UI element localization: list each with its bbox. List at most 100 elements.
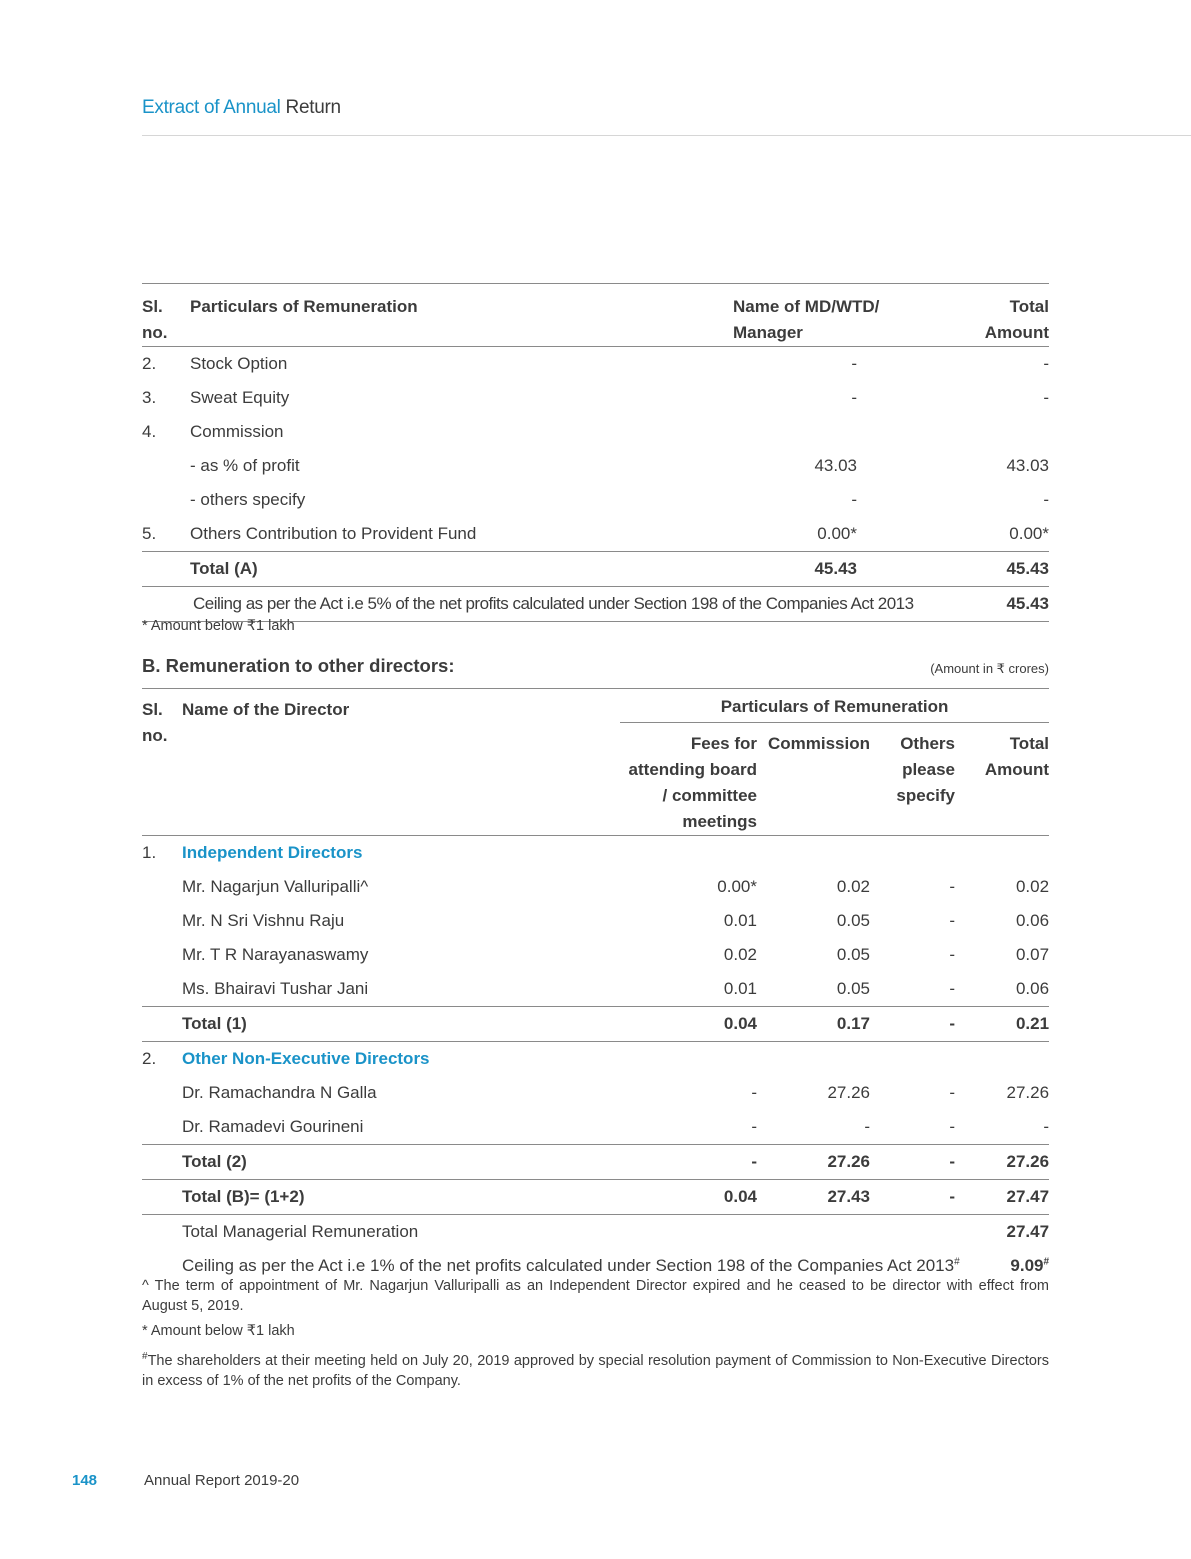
group-total-label: Total (2) [182, 1152, 247, 1171]
table-row: Mr. Nagarjun Valluripalli^ 0.00* 0.02 - 0.02 [142, 870, 1049, 904]
director-name: Mr. N Sri Vishnu Raju [182, 911, 345, 930]
table-row: Total Managerial Remuneration 27.47 [142, 1215, 1049, 1250]
total-cell: 0.06 [1015, 979, 1050, 998]
sl-cell [142, 449, 190, 483]
sl-cell: 1. [142, 843, 157, 862]
ceiling-amount: 9.09# [1010, 1256, 1050, 1275]
total-cell: 0.07 [1015, 945, 1050, 964]
others-cell: - [949, 1117, 955, 1136]
table-row: Total (B)= (1+2) 0.04 27.43 - 27.47 [142, 1180, 1050, 1215]
particulars-cell: Sweat Equity [190, 388, 290, 407]
fees-cell: 0.01 [723, 979, 757, 998]
particulars-cell: Stock Option [190, 354, 288, 373]
fees-cell: 0.02 [723, 945, 757, 964]
group-total-total: 0.21 [1015, 1014, 1050, 1033]
col-commission: Commission [767, 734, 870, 753]
table-row: 5. Others Contribution to Provident Fund 0… [142, 517, 1049, 552]
table-row: 3. Sweat Equity - - [142, 381, 1049, 415]
footnote-caret: ^ The term of appointment of Mr. Nagarju… [142, 1278, 1049, 1314]
table-row: 2. Other Non-Executive Directors [142, 1042, 1049, 1077]
other-directors-table: Sl. no. Name of the Director Particulars … [142, 688, 1050, 1283]
header-title-accent: Extract of Annual [142, 97, 281, 118]
particulars-cell: - as % of profit [190, 456, 300, 475]
total-b-total: 27.47 [1006, 1187, 1050, 1206]
total-cell: - [1043, 1117, 1050, 1136]
director-name: Dr. Ramadevi Gourineni [182, 1117, 364, 1136]
others-cell: - [949, 945, 955, 964]
col-particulars: Particulars of Remuneration [190, 297, 418, 316]
name-value-cell: - [851, 354, 857, 373]
total-value-cell [857, 415, 1049, 449]
empty-cell [142, 1007, 182, 1042]
group-title: Independent Directors [182, 843, 363, 862]
col-total: Total Amount [984, 734, 1050, 779]
commission-cell: 0.05 [836, 945, 870, 964]
total-b-commission: 27.43 [827, 1187, 870, 1206]
table-row: Total (1) 0.04 0.17 - 0.21 [142, 1007, 1050, 1042]
table-row: 2. Stock Option - - [142, 347, 1049, 382]
total-value-cell: 43.03 [1006, 456, 1049, 475]
group-total-total: 27.26 [1006, 1152, 1050, 1171]
table-row: Total (2) - 27.26 - 27.26 [142, 1145, 1050, 1180]
fees-cell: 0.00* [717, 877, 757, 896]
ceiling-amount: 45.43 [1006, 594, 1049, 613]
col-name: Name of MD/WTD/Manager [733, 297, 880, 342]
footnote-a: * Amount below ₹1 lakh [142, 618, 295, 634]
table-row: 4. Commission [142, 415, 1049, 449]
group-total-label: Total (1) [182, 1014, 247, 1033]
total-cell: 0.06 [1015, 911, 1050, 930]
particulars-cell: Commission [190, 422, 284, 441]
group-total-others: - [949, 1152, 955, 1171]
col-total: Total Amount [984, 297, 1049, 342]
section-b-title: B. Remuneration to other directors: [142, 655, 455, 676]
empty-cell [142, 1110, 182, 1145]
header-title: Return [285, 97, 342, 118]
total-amount: 45.43 [1006, 559, 1049, 578]
empty-cell [142, 972, 182, 1007]
empty-cell [142, 1180, 182, 1215]
others-cell: - [949, 911, 955, 930]
empty-cell [142, 552, 190, 587]
commission-cell: 0.05 [836, 911, 870, 930]
page-number: 148 [72, 1472, 98, 1489]
total-name-value: 45.43 [814, 559, 857, 578]
empty-cell [142, 904, 182, 938]
table-row: - others specify - - [142, 483, 1049, 517]
sl-cell [142, 483, 190, 517]
others-cell: - [949, 1083, 955, 1102]
empty-cell [142, 1145, 182, 1180]
commission-cell: 27.26 [827, 1083, 870, 1102]
col-fees: Fees for attending board / committee meetin… [628, 734, 757, 831]
fees-cell: 0.01 [723, 911, 757, 930]
total-value-cell: - [1043, 354, 1049, 373]
total-b-others: - [949, 1187, 955, 1206]
table-row: Mr. N Sri Vishnu Raju 0.01 0.05 - 0.06 [142, 904, 1049, 938]
director-name: Dr. Ramachandra N Galla [182, 1083, 377, 1102]
table-row: Ms. Bhairavi Tushar Jani 0.01 0.05 - 0.06 [142, 972, 1050, 1007]
col-sl: Sl. no. [142, 297, 168, 342]
md-remuneration-table: Sl. no. Particulars of Remuneration Name … [142, 283, 1049, 622]
table-row: Total (A) 45.43 45.43 [142, 552, 1049, 587]
col-director-name: Name of the Director [182, 700, 350, 719]
group-total-fees: 0.04 [723, 1014, 757, 1033]
empty-cell [142, 870, 182, 904]
sl-cell: 4. [142, 422, 157, 441]
table-row: - as % of profit 43.03 43.03 [142, 449, 1049, 483]
footnote-hash: #The shareholders at their meeting held … [142, 1351, 1049, 1389]
page-header: Extract of Annual Return [142, 97, 341, 119]
table-row: Mr. T R Narayanaswamy 0.02 0.05 - 0.07 [142, 938, 1049, 972]
name-value-cell: 0.00* [817, 524, 857, 543]
director-name: Mr. Nagarjun Valluripalli^ [182, 877, 369, 896]
group-title: Other Non-Executive Directors [182, 1049, 430, 1068]
empty-cell [142, 1076, 182, 1110]
report-name: Annual Report 2019-20 [144, 1472, 300, 1489]
col-others: Others please specify [896, 734, 955, 805]
sl-cell: 3. [142, 388, 157, 407]
total-value-cell: - [1043, 388, 1049, 407]
total-b-label: Total (B)= (1+2) [182, 1187, 305, 1206]
total-managerial-label: Total Managerial Remuneration [182, 1222, 419, 1241]
total-value-cell: - [1043, 490, 1049, 509]
total-cell: 0.02 [1015, 877, 1050, 896]
table-row: Dr. Ramachandra N Galla - 27.26 - 27.26 [142, 1076, 1049, 1110]
fees-cell: - [751, 1117, 757, 1136]
